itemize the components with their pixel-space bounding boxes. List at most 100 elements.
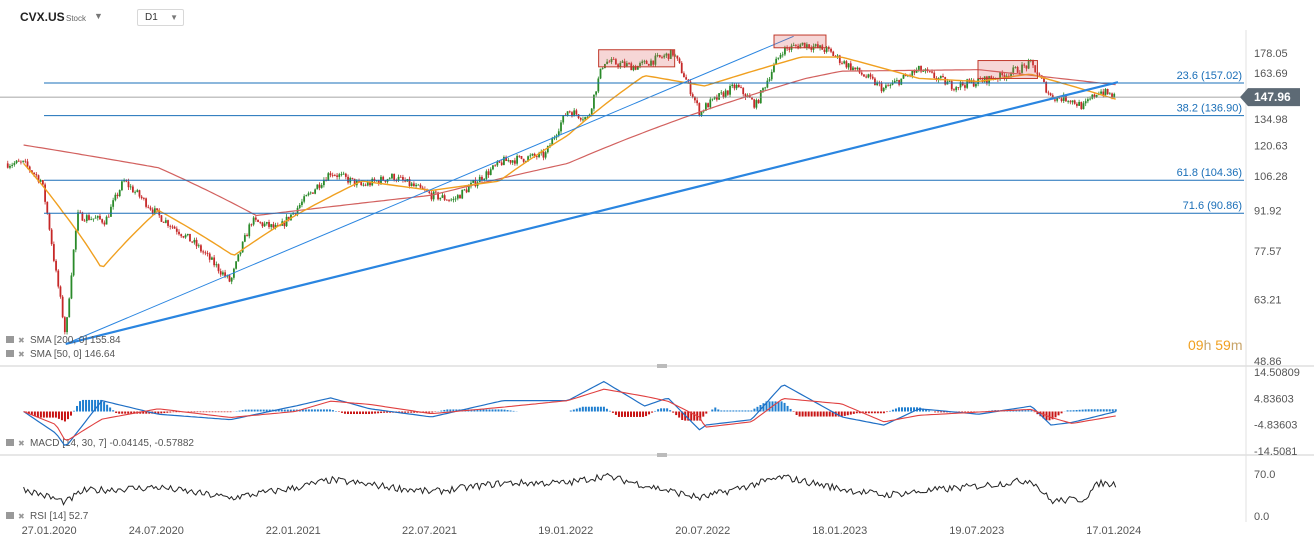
candle-body [634,66,637,70]
y-tick-label: 134.98 [1254,114,1288,126]
candle-body [1001,72,1004,76]
candle-body [206,253,209,254]
candle-body [94,217,97,219]
candle-body [132,186,134,193]
panel-resize-handle[interactable] [657,453,667,457]
legend-menu-icon[interactable] [6,512,14,519]
candle-body [942,76,944,78]
macd-histogram-bar [82,399,85,412]
candle-body [393,173,396,181]
candle-body [463,189,466,191]
candle-body [257,219,259,222]
macd-histogram-bar [937,411,940,413]
candle-body [180,234,183,237]
candle-body [22,160,25,162]
candle-body [59,286,62,297]
legend-close-icon[interactable]: ✖ [18,512,25,521]
candle-body [961,82,964,86]
legend-menu-icon[interactable] [6,439,14,446]
macd-histogram-bar [69,411,72,416]
candle-body [452,199,455,200]
candle-body [832,51,835,57]
macd-histogram-bar [864,411,867,414]
macd-histogram-bar [825,411,828,417]
macd-histogram-bar [283,409,286,412]
macd-histogram-bar [967,411,970,413]
candle-body [443,195,446,200]
candle-body [625,63,628,67]
candle-body [99,215,101,220]
candle-body [650,60,652,66]
candle-body [816,44,819,48]
macd-histogram-bar [413,411,416,413]
macd-histogram-bar [428,411,431,413]
macd-histogram-bar [636,411,639,417]
highlight-box[interactable] [977,60,1038,79]
macd-histogram-bar [729,410,732,412]
macd-histogram-bar [118,411,121,414]
legend-menu-icon[interactable] [6,350,14,357]
rsi-y-tick-label: 70.0 [1254,469,1275,481]
macd-histogram-bar [608,410,611,412]
macd-histogram-bar [473,409,476,412]
candle-body [593,94,595,109]
candle-body [604,63,606,69]
candle-body [213,257,216,266]
timeframe-select[interactable]: D1 ▼ [137,9,184,26]
macd-histogram-bar [51,411,54,418]
macd-histogram-bar [265,409,268,412]
candle-body [445,199,448,201]
candle-body [614,59,617,65]
candle-body [704,103,707,111]
macd-histogram-bar [943,411,946,413]
candle-body [863,74,865,77]
candle-body [777,57,780,59]
symbol-label[interactable]: CVX.US [20,10,65,24]
macd-histogram-bar [720,410,723,412]
candle-body [68,298,71,318]
candle-body [608,61,611,63]
candle-body [784,47,786,55]
panel-resize-handle[interactable] [657,364,667,368]
macd-histogram-bar [711,409,714,412]
candle-body [887,85,890,87]
legend-menu-icon[interactable] [6,336,14,343]
macd-histogram-bar [73,410,76,412]
macd-histogram-bar [377,411,380,414]
macd-histogram-bar [268,409,271,412]
candle-body [1023,64,1026,66]
legend-close-icon[interactable]: ✖ [18,336,25,345]
candle-body [617,64,619,67]
candle-body [399,176,402,178]
macd-histogram-bar [76,405,79,412]
macd-histogram-bar [506,410,509,412]
legend-close-icon[interactable]: ✖ [18,350,25,359]
candle-body [904,75,907,77]
legend-close-icon[interactable]: ✖ [18,439,25,448]
candle-body [645,60,648,64]
macd-histogram-bar [762,403,765,412]
candle-body [979,78,982,80]
candle-body [338,174,341,177]
x-tick-label: 19.07.2023 [949,525,1004,537]
candle-body [601,68,604,69]
candle-body [375,180,378,182]
candle-body [134,191,136,193]
candle-body [799,44,802,49]
candle-body [805,44,808,48]
symbol-dropdown-icon[interactable]: ▼ [94,11,103,21]
candle-body [265,221,268,224]
macd-histogram-bar [633,411,636,417]
candle-body [222,272,224,275]
macd-histogram-bar [1084,409,1087,412]
highlight-box[interactable] [598,49,676,68]
trend-line[interactable] [65,81,1119,345]
highlight-box[interactable] [773,34,827,49]
macd-histogram-bar [112,410,115,412]
candle-body [755,100,758,108]
macd-histogram-bar [27,411,30,414]
candle-body [990,76,993,79]
trend-line[interactable] [65,35,794,345]
